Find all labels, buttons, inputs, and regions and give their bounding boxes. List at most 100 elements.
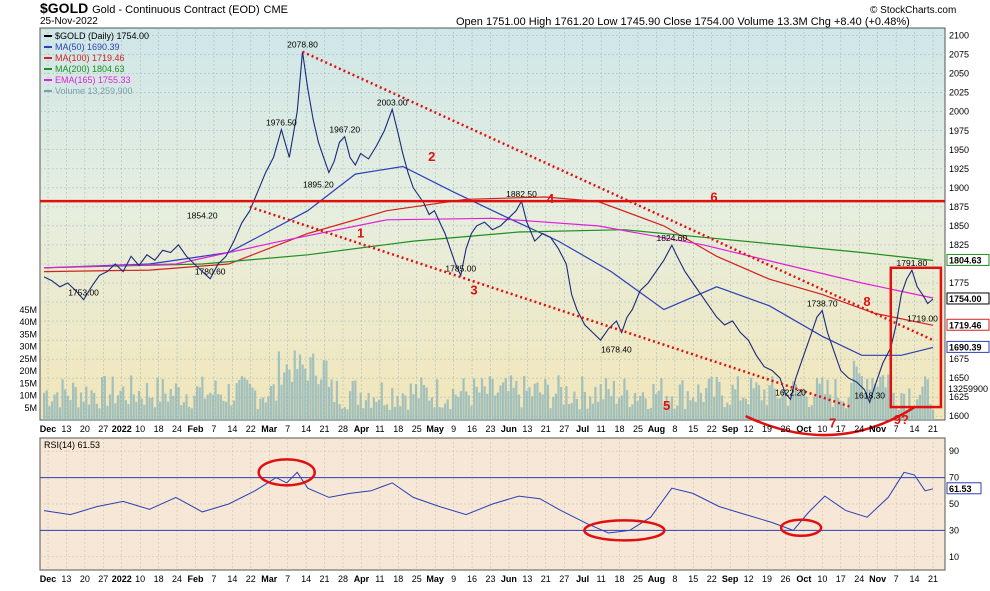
volume-bar [309,357,312,420]
volume-bar [718,381,721,420]
rsi-time-tick-label: 22 [707,574,717,584]
volume-bar [422,384,426,420]
volume-bar [393,406,397,420]
volume-bar [488,376,492,420]
volume-bar [760,400,763,420]
lower-trendline [249,205,852,409]
volume-bar [322,360,325,420]
volume-bar [166,401,170,420]
price-label: 1780.60 [195,267,226,277]
volume-bar [823,394,827,420]
volume-bar [686,391,689,420]
volume-bar [145,382,149,420]
price-label: 1882.50 [506,189,537,199]
price-tick-label: 1650 [949,373,969,383]
rsi-time-tick-label: 12 [744,574,754,584]
volume-bar [702,401,705,420]
volume-tick-label: 35M [19,329,37,339]
volume-bar [428,400,431,420]
rsi-highlight-oval [779,518,823,538]
volume-bar [388,409,391,420]
volume-bar [491,378,494,420]
price-label: 1678.40 [601,345,632,355]
volume-bar [778,398,782,420]
volume-bar [707,378,710,420]
volume-bar [525,390,528,420]
volume-bar [124,400,127,420]
time-tick-label: 18 [154,424,164,434]
volume-bar [596,401,600,420]
volume-bar [472,378,476,420]
volume-bar [275,400,278,420]
time-tick-label: 12 [744,424,754,434]
time-tick-label: Sep [722,424,739,434]
volume-bar [684,408,687,420]
rsi-time-tick-label: 7 [211,574,216,584]
volume-bar [649,407,652,420]
volume-bar [544,379,547,420]
time-tick-label: 15 [688,424,698,434]
volume-bar [720,395,724,420]
volume-bar [72,382,75,420]
price-tick-label: 1875 [949,202,969,212]
rsi-time-tick-label: Dec [40,574,57,584]
volume-bar [480,378,484,420]
rsi-time-tick-label: 11 [596,574,605,584]
rsi-title: RSI(14) 61.53 [44,440,100,450]
volume-bar [586,408,589,420]
volume-bar [784,390,787,420]
volume-bar [641,392,645,420]
volume-bar [230,405,233,420]
volume-bar [193,395,196,420]
volume-bar [132,394,135,420]
volume-bar [93,392,96,420]
price-tick-label: 1925 [949,164,969,174]
rsi-time-tick-label: 18 [615,574,625,584]
rsi-time-tick-label: 10 [817,574,827,584]
rsi-time-tick-label: 7 [285,574,290,584]
price-tick-label: 2050 [949,69,969,79]
time-tick-label: 9 [451,424,456,434]
volume-bar [269,385,273,420]
volume-bar [172,395,175,420]
time-tick-label: 11 [375,424,384,434]
time-tick-label: 20 [80,424,90,434]
volume-bar [517,394,521,420]
volume-bar [636,401,639,420]
volume-bar [391,388,394,420]
volume-bar [383,405,386,420]
volume-bar [536,382,539,420]
volume-bar [755,382,758,420]
volume-bar [140,398,143,420]
rsi-time-tick-label: 24 [172,574,182,584]
volume-bar [573,391,576,420]
time-tick-label: 22 [246,424,256,434]
time-tick-label: 27 [98,424,108,434]
volume-bar [734,389,737,420]
volume-bar [66,395,69,420]
volume-bar [583,391,586,420]
volume-bar [327,386,331,420]
legend-entry: $GOLD (Daily) 1754.00 [55,31,149,41]
volume-bar [916,399,919,420]
time-tick-label: 14 [301,424,311,434]
volume-bar [283,372,286,420]
time-tick-label: 21 [928,424,938,434]
volume-bar [599,384,602,420]
volume-bar [375,401,378,420]
time-tick-label: 26 [780,424,790,434]
rounding-bottom-arc [745,406,916,437]
volume-bar [290,381,294,420]
volume-bar [570,402,573,420]
volume-bar [805,396,808,420]
rsi-time-tick-label: Jul [576,574,589,584]
volume-bar [881,375,885,420]
time-tick-label: Feb [187,424,204,434]
price-tick-label: 1850 [949,221,969,231]
price-tick-label: 1775 [949,278,969,288]
volume-bar [465,391,468,420]
volume-bar [277,351,280,420]
volume-bar [153,407,156,420]
time-tick-label: Aug [648,424,666,434]
volume-bar [655,394,658,420]
